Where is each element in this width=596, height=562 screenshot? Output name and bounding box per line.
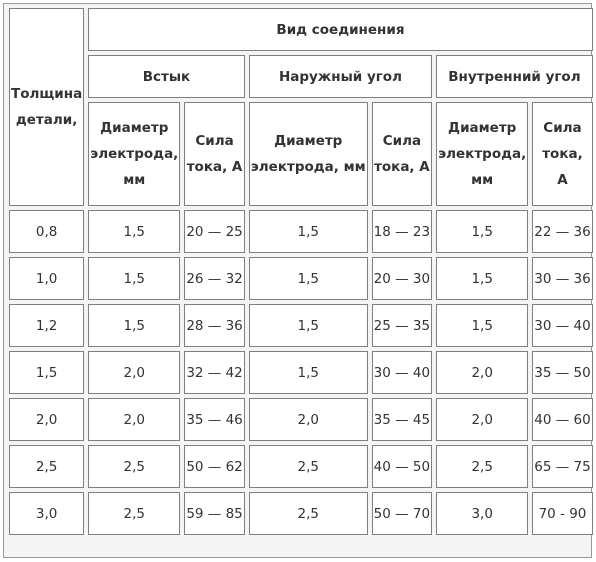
cell: 1,5 (248, 210, 368, 253)
cell: 1,5 (248, 351, 368, 394)
connection-type-header: Вид соединения (88, 8, 593, 51)
thickness-cell: 3,0 (9, 492, 85, 535)
cell: 1,5 (436, 257, 529, 300)
header-line: Сила (195, 133, 234, 149)
thickness-header: Толщина детали, (9, 8, 85, 206)
cell: 2,0 (88, 398, 181, 441)
header-line: тока, А (374, 159, 430, 175)
cell: 50 — 62 (184, 445, 245, 488)
electrode-diameter-header: Диаметр электрода, мм (248, 102, 368, 206)
header-line: Диаметр (274, 133, 343, 149)
table-row: 2,5 2,5 50 — 62 2,5 40 — 50 2,5 65 — 75 (9, 445, 593, 488)
cell: 32 — 42 (184, 351, 245, 394)
cell: 1,5 (88, 210, 181, 253)
cell: 2,0 (436, 351, 529, 394)
thickness-cell: 1,0 (9, 257, 85, 300)
cell: 65 — 75 (532, 445, 593, 488)
cell: 26 — 32 (184, 257, 245, 300)
electrode-diameter-header: Диаметр электрода, мм (88, 102, 181, 206)
cell: 1,5 (436, 304, 529, 347)
cell: 2,5 (88, 492, 181, 535)
group-header-inner-corner: Внутренний угол (436, 55, 593, 98)
header-line: Диаметр (448, 120, 517, 136)
cell: 35 — 46 (184, 398, 245, 441)
cell: 30 — 40 (532, 304, 593, 347)
current-header: Сила тока, А (532, 102, 593, 206)
cell: 28 — 36 (184, 304, 245, 347)
cell: 1,5 (88, 257, 181, 300)
cell: 2,5 (248, 492, 368, 535)
current-header: Сила тока, А (371, 102, 433, 206)
table-row: 1,2 1,5 28 — 36 1,5 25 — 35 1,5 30 — 40 (9, 304, 593, 347)
cell: 1,5 (248, 257, 368, 300)
cell: 25 — 35 (371, 304, 433, 347)
cell: 2,5 (436, 445, 529, 488)
cell: 50 — 70 (371, 492, 433, 535)
cell: 35 — 45 (371, 398, 433, 441)
header-line: электрода, (438, 146, 527, 162)
cell: 2,5 (88, 445, 181, 488)
header-line: электрода, мм (250, 159, 366, 175)
header-line: тока, (542, 146, 583, 162)
table-row: 1,0 1,5 26 — 32 1,5 20 — 30 1,5 30 — 36 (9, 257, 593, 300)
cell: 30 — 36 (532, 257, 593, 300)
cell: 1,5 (436, 210, 529, 253)
electrode-diameter-header: Диаметр электрода, мм (436, 102, 529, 206)
cell: 35 — 50 (532, 351, 593, 394)
cell: 30 — 40 (371, 351, 433, 394)
header-line: Сила (382, 133, 422, 149)
cell: 1,5 (248, 304, 368, 347)
cell: 2,0 (436, 398, 529, 441)
cell: 70 - 90 (532, 492, 593, 535)
current-header: Сила тока, А (184, 102, 245, 206)
table-row: 0,8 1,5 20 — 25 1,5 18 — 23 1,5 22 — 36 (9, 210, 593, 253)
thickness-cell: 2,0 (9, 398, 85, 441)
cell: 40 — 60 (532, 398, 593, 441)
header-line: Сила (543, 120, 582, 136)
cell: 40 — 50 (371, 445, 433, 488)
thickness-cell: 2,5 (9, 445, 85, 488)
header-line: Диаметр (100, 120, 169, 136)
thickness-header-line: детали, (15, 112, 78, 128)
welding-parameters-table: Толщина детали, Вид соединения Встык Нар… (5, 4, 596, 539)
cell: 18 — 23 (371, 210, 433, 253)
cell: 20 — 30 (371, 257, 433, 300)
cell: 3,0 (436, 492, 529, 535)
group-header-butt: Встык (88, 55, 245, 98)
thickness-cell: 0,8 (9, 210, 85, 253)
header-line: электрода, (90, 146, 179, 162)
group-header-outer-corner: Наружный угол (248, 55, 433, 98)
cell: 22 — 36 (532, 210, 593, 253)
cell: 2,0 (248, 398, 368, 441)
cell: 2,0 (88, 351, 181, 394)
header-line: мм (471, 172, 494, 188)
header-line: тока, А (186, 159, 243, 175)
thickness-cell: 1,2 (9, 304, 85, 347)
table-row: 1,5 2,0 32 — 42 1,5 30 — 40 2,0 35 — 50 (9, 351, 593, 394)
cell: 20 — 25 (184, 210, 245, 253)
header-line: А (557, 172, 568, 188)
header-line: мм (123, 172, 146, 188)
cell: 59 — 85 (184, 492, 245, 535)
cell: 2,5 (248, 445, 368, 488)
thickness-header-line: Толщина (11, 86, 83, 102)
table-row: 3,0 2,5 59 — 85 2,5 50 — 70 3,0 70 - 90 (9, 492, 593, 535)
thickness-cell: 1,5 (9, 351, 85, 394)
table-row: 2,0 2,0 35 — 46 2,0 35 — 45 2,0 40 — 60 (9, 398, 593, 441)
cell: 1,5 (88, 304, 181, 347)
